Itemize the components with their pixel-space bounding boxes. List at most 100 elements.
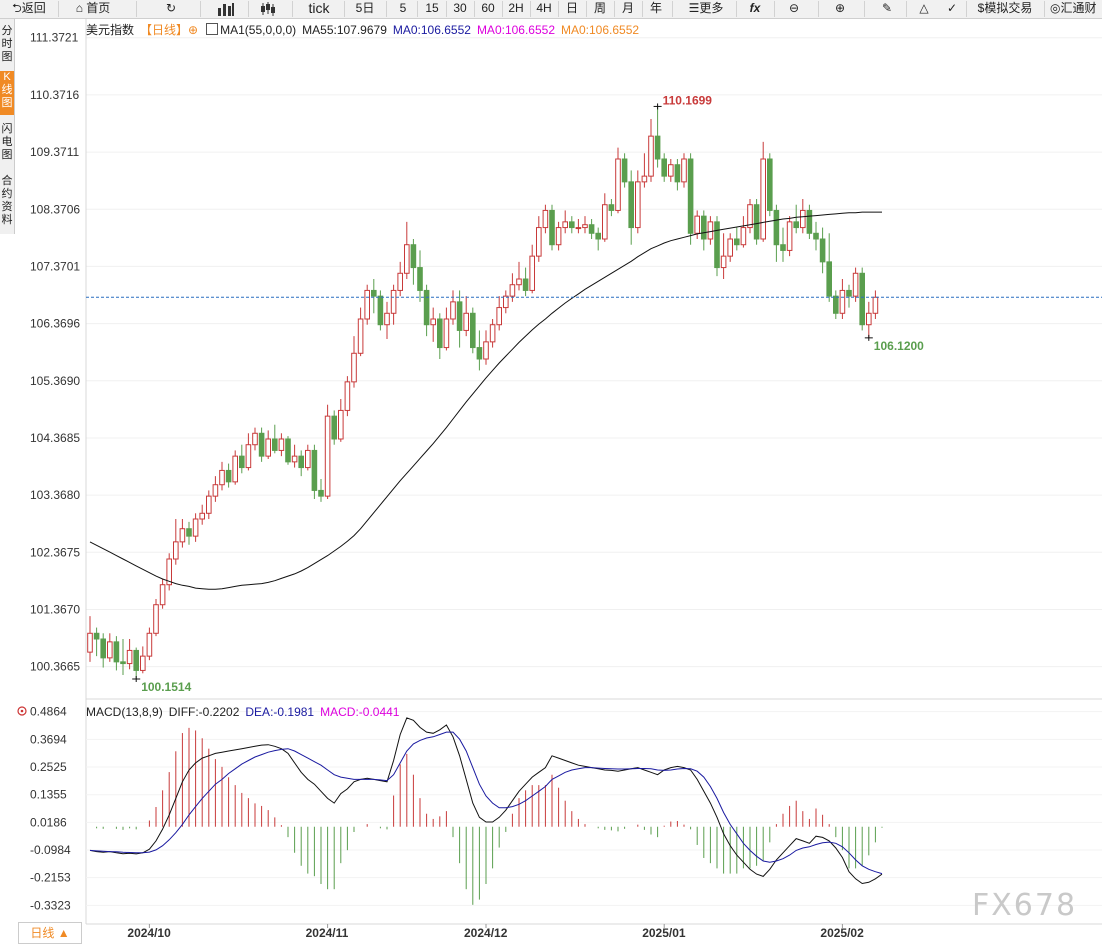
macd-settings-icon[interactable] <box>17 706 27 716</box>
candle-body <box>470 312 476 349</box>
price-tick-label: 103.3680 <box>30 488 80 502</box>
candle-body <box>674 164 681 183</box>
triangle-up-button[interactable]: △ <box>912 0 936 18</box>
formula-button[interactable]: fx <box>749 1 761 15</box>
period-year-button[interactable]: 年 <box>649 1 662 15</box>
candle-body <box>839 289 846 314</box>
huitong-button[interactable]: ◎汇通财 <box>1050 0 1102 18</box>
toolbar-divider <box>474 1 475 17</box>
sidebar-item-flash[interactable]: 闪电图 <box>1 123 13 161</box>
toolbar-divider <box>446 1 447 17</box>
date-label: 2024/12 <box>464 926 508 940</box>
candle-body <box>496 307 502 326</box>
candle-body <box>113 641 120 663</box>
bar-chart-button[interactable] <box>214 0 238 18</box>
candle-body <box>384 312 390 326</box>
candle-body <box>298 455 304 469</box>
price-tick-label: 100.3665 <box>30 660 80 674</box>
period-switch-tab[interactable]: 日线 ▲ <box>18 922 82 944</box>
sidebar-item-contract-info[interactable]: 合约资料 <box>1 175 13 226</box>
back-button[interactable]: ⮌返回 <box>4 0 54 18</box>
main-legend: 美元指数 【日线】⊕ MA1(55,0,0,0) MA55:107.9679 MA0:1… <box>86 21 645 38</box>
symbol-name: 美元指数 <box>86 23 135 37</box>
macd-dea-line <box>89 731 883 875</box>
candle-body <box>404 244 410 274</box>
dollar-icon: $ <box>977 1 985 15</box>
period-2h-button[interactable]: 2H <box>508 1 524 15</box>
candle-body <box>773 209 780 246</box>
macd-tick-label: 0.0186 <box>30 815 67 829</box>
period-toggle-icon[interactable]: ⊕ <box>188 23 199 37</box>
zoom-in-button[interactable]: ⊕ <box>828 0 852 18</box>
candle-body <box>159 584 166 606</box>
macd-tick-label: 0.2525 <box>30 760 67 774</box>
extreme-label: 110.1699 <box>663 93 713 107</box>
axis-lines <box>85 19 1102 925</box>
candle-body <box>727 238 734 257</box>
candle-body <box>760 158 767 240</box>
ma0-value-1: MA0:106.6552 <box>392 23 471 37</box>
draw-line-button[interactable]: ✎ <box>876 0 898 18</box>
candle-body <box>575 227 582 230</box>
candle-body <box>767 158 773 211</box>
period-week-button[interactable]: 周 <box>593 1 606 15</box>
candle-body <box>819 238 826 263</box>
ma55-value: MA55:107.9679 <box>302 23 387 37</box>
back-label: 返回 <box>21 1 46 15</box>
candle-body <box>206 495 212 514</box>
date-axis: 2024/10 2024/11 2024/12 2025/01 2025/02 <box>127 924 864 940</box>
candle-body <box>833 295 839 314</box>
candle-body <box>800 209 806 229</box>
candlestick-icon <box>261 1 275 16</box>
candle-body <box>212 484 219 497</box>
candle-body <box>687 158 694 234</box>
period-5day-button[interactable]: 5日 <box>355 1 375 15</box>
tick-button[interactable]: tick <box>308 0 330 16</box>
candle-body <box>186 528 192 537</box>
candle-body <box>199 512 205 520</box>
price-tick-label: 111.3721 <box>30 31 79 45</box>
refresh-button[interactable]: ↻ <box>158 0 184 18</box>
candle-body <box>450 301 456 320</box>
macd-grid <box>86 711 1102 906</box>
toolbar-divider <box>1044 1 1045 17</box>
toolbar-divider <box>906 1 907 17</box>
candle-body <box>437 318 443 349</box>
sidebar-item-timeshare[interactable]: 分时图 <box>1 25 13 63</box>
candle-body <box>285 438 291 463</box>
indicator-icon[interactable] <box>206 23 219 35</box>
zoom-out-button[interactable]: ⊖ <box>782 0 806 18</box>
candle-body <box>291 455 298 463</box>
candle-body <box>661 158 668 177</box>
candle-body <box>555 227 562 246</box>
period-60min-button[interactable]: 60 <box>481 1 495 15</box>
candlestick-button[interactable] <box>256 0 280 18</box>
check-button[interactable]: ✓ <box>940 0 964 18</box>
candle-body <box>219 469 225 486</box>
menu-icon: ☰ <box>688 1 700 15</box>
candle-body <box>463 312 469 331</box>
period-5min-button[interactable]: 5 <box>399 1 407 15</box>
price-tick-label: 101.3670 <box>30 602 80 616</box>
period-day-button[interactable]: 日 <box>565 1 578 15</box>
candle-body <box>87 632 93 653</box>
period-30min-button[interactable]: 30 <box>453 1 467 15</box>
macd-diff-line <box>89 717 883 885</box>
home-label: 首页 <box>86 1 111 15</box>
candle-body <box>648 135 654 177</box>
candle-body <box>390 289 397 314</box>
period-15min-button[interactable]: 15 <box>425 1 439 15</box>
sim-trade-button[interactable]: $模拟交易 <box>970 0 1040 18</box>
more-button[interactable]: ☰更多 <box>682 0 730 18</box>
candle-body <box>93 632 100 640</box>
kline-chart[interactable]: 111.3721 110.3716 109.3711 108.3706 107.3701… <box>0 19 1102 943</box>
home-button[interactable]: ⌂ 首页 <box>66 0 120 18</box>
toolbar-divider <box>614 1 615 17</box>
sidebar-item-kline[interactable]: K线图 <box>0 71 14 115</box>
period-month-button[interactable]: 月 <box>621 1 634 15</box>
macd-tick-label: -0.2153 <box>30 871 71 885</box>
candle-body <box>549 209 555 246</box>
macd-tick-label: -0.3323 <box>30 898 71 912</box>
candle-body <box>859 272 866 326</box>
period-4h-button[interactable]: 4H <box>536 1 552 15</box>
